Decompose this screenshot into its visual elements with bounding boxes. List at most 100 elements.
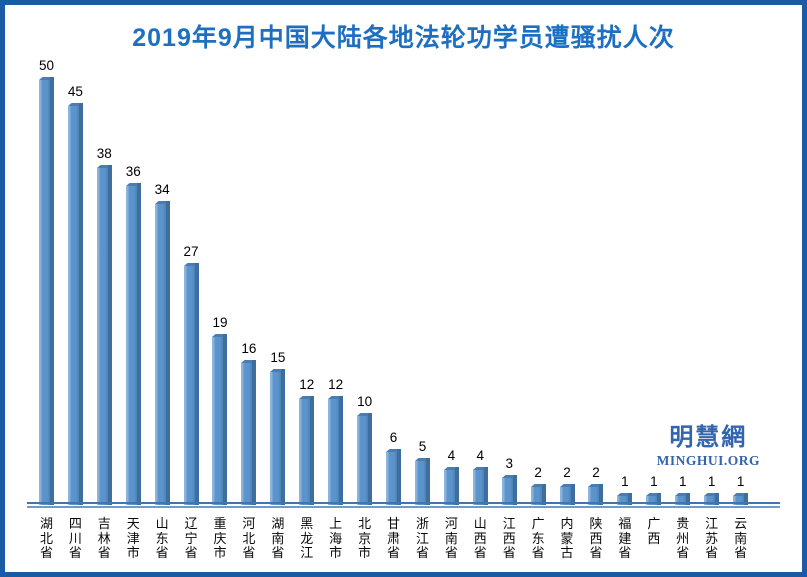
bar-value-label: 12	[299, 377, 315, 392]
bar-value-label: 12	[328, 377, 344, 392]
bar-value-label: 1	[650, 474, 658, 489]
bar-slot: 16	[234, 58, 263, 505]
bar	[646, 493, 662, 505]
x-axis-label: 重庆市	[213, 516, 227, 560]
bar	[183, 263, 199, 505]
x-axis-label: 上海市	[329, 516, 343, 560]
bar-value-label: 4	[476, 448, 485, 463]
bar-slot: 1	[610, 58, 639, 505]
bar-face	[443, 470, 455, 505]
x-axis-label: 北京市	[358, 516, 372, 560]
bar-face	[501, 478, 513, 505]
bar-value-label: 2	[563, 465, 571, 480]
x-axis-label: 河北省	[242, 516, 256, 560]
bar-face	[299, 399, 311, 505]
bar-side	[252, 360, 257, 505]
bar	[386, 449, 402, 505]
bar-face	[617, 496, 629, 505]
bar-slot: 2	[582, 58, 611, 505]
bar-face	[67, 106, 79, 505]
x-axis-label: 江西省	[502, 516, 516, 560]
bar	[617, 493, 633, 505]
bar	[704, 493, 720, 505]
x-axis-label: 湖南省	[271, 516, 285, 560]
x-axis-label: 云南省	[734, 516, 748, 560]
bar-slot: 4	[466, 58, 495, 505]
bar-slot: 50	[32, 58, 61, 505]
bar-value-label: 16	[241, 341, 257, 356]
bar-face	[38, 80, 50, 505]
bar	[472, 467, 488, 505]
bar-face	[183, 266, 195, 505]
bar-side	[49, 77, 54, 505]
bar-slot: 1	[726, 58, 755, 505]
bar	[96, 165, 112, 505]
bar-face	[704, 496, 716, 505]
bar	[414, 458, 430, 505]
bar-value-label: 1	[621, 474, 629, 489]
bar-side	[223, 334, 228, 505]
bar-value-label: 10	[357, 394, 373, 409]
plot-area: 50 45 38 36 34 27 19 16 15 12 12 10 6 5 4 4 3 2 2 2 1 1 1 1 1	[32, 58, 755, 505]
bar-side	[744, 493, 749, 505]
bar-value-label: 4	[447, 448, 456, 463]
bar-side	[512, 475, 517, 505]
x-axis-label: 甘肃省	[387, 516, 401, 560]
bar	[357, 413, 373, 505]
bar-side	[599, 484, 604, 505]
bar-side	[194, 263, 199, 505]
bar-side	[281, 369, 286, 505]
bar-side	[483, 467, 488, 505]
bar	[443, 467, 459, 505]
bar-slot: 6	[379, 58, 408, 505]
bar-face	[559, 487, 571, 505]
bar	[212, 334, 228, 505]
bar-side	[397, 449, 402, 505]
x-axis-label: 山东省	[155, 516, 169, 560]
x-axis-label: 吉林省	[97, 516, 111, 560]
bar-side	[136, 183, 141, 505]
bar-value-label: 34	[154, 182, 170, 197]
x-axis-label: 四川省	[68, 516, 82, 560]
bar	[733, 493, 749, 505]
bar-slot: 34	[148, 58, 177, 505]
bar	[588, 484, 604, 505]
bar-side	[339, 396, 344, 505]
bar	[328, 396, 344, 505]
bar-face	[270, 372, 282, 505]
bar-face	[328, 399, 340, 505]
minghui-logo-latin: MINGHUI.ORG	[656, 453, 760, 468]
bar-face	[675, 496, 687, 505]
bar-value-label: 2	[592, 465, 600, 480]
bar-face	[472, 470, 484, 505]
bar-side	[454, 467, 459, 505]
bar-slot: 1	[668, 58, 697, 505]
bar-value-label: 3	[505, 456, 513, 471]
bar-value-label: 19	[212, 315, 228, 330]
bar-slot: 10	[350, 58, 379, 505]
x-axis-label: 浙江省	[415, 516, 429, 560]
bar-side	[715, 493, 720, 505]
bar	[559, 484, 575, 505]
x-axis-label: 广东省	[531, 516, 545, 560]
x-axis-label: 黑龙江	[300, 516, 314, 560]
bar-slot: 45	[61, 58, 90, 505]
bar	[125, 183, 141, 505]
bar-side	[541, 484, 546, 505]
bar-value-label: 1	[707, 474, 716, 489]
bar-side	[310, 396, 315, 505]
bar	[675, 493, 691, 505]
minghui-logo-cjk: 明慧網	[669, 425, 748, 451]
x-axis-label: 陕西省	[589, 516, 603, 560]
bar-slot: 3	[495, 58, 524, 505]
bar-value-label: 2	[534, 465, 542, 480]
bar-side	[165, 201, 170, 505]
bar	[67, 103, 83, 505]
x-axis-label: 湖北省	[39, 516, 53, 560]
bar-side	[657, 493, 662, 505]
bar-face	[154, 204, 166, 505]
bar-face	[125, 186, 137, 505]
bar	[530, 484, 546, 505]
x-axis-label: 河南省	[444, 516, 458, 560]
